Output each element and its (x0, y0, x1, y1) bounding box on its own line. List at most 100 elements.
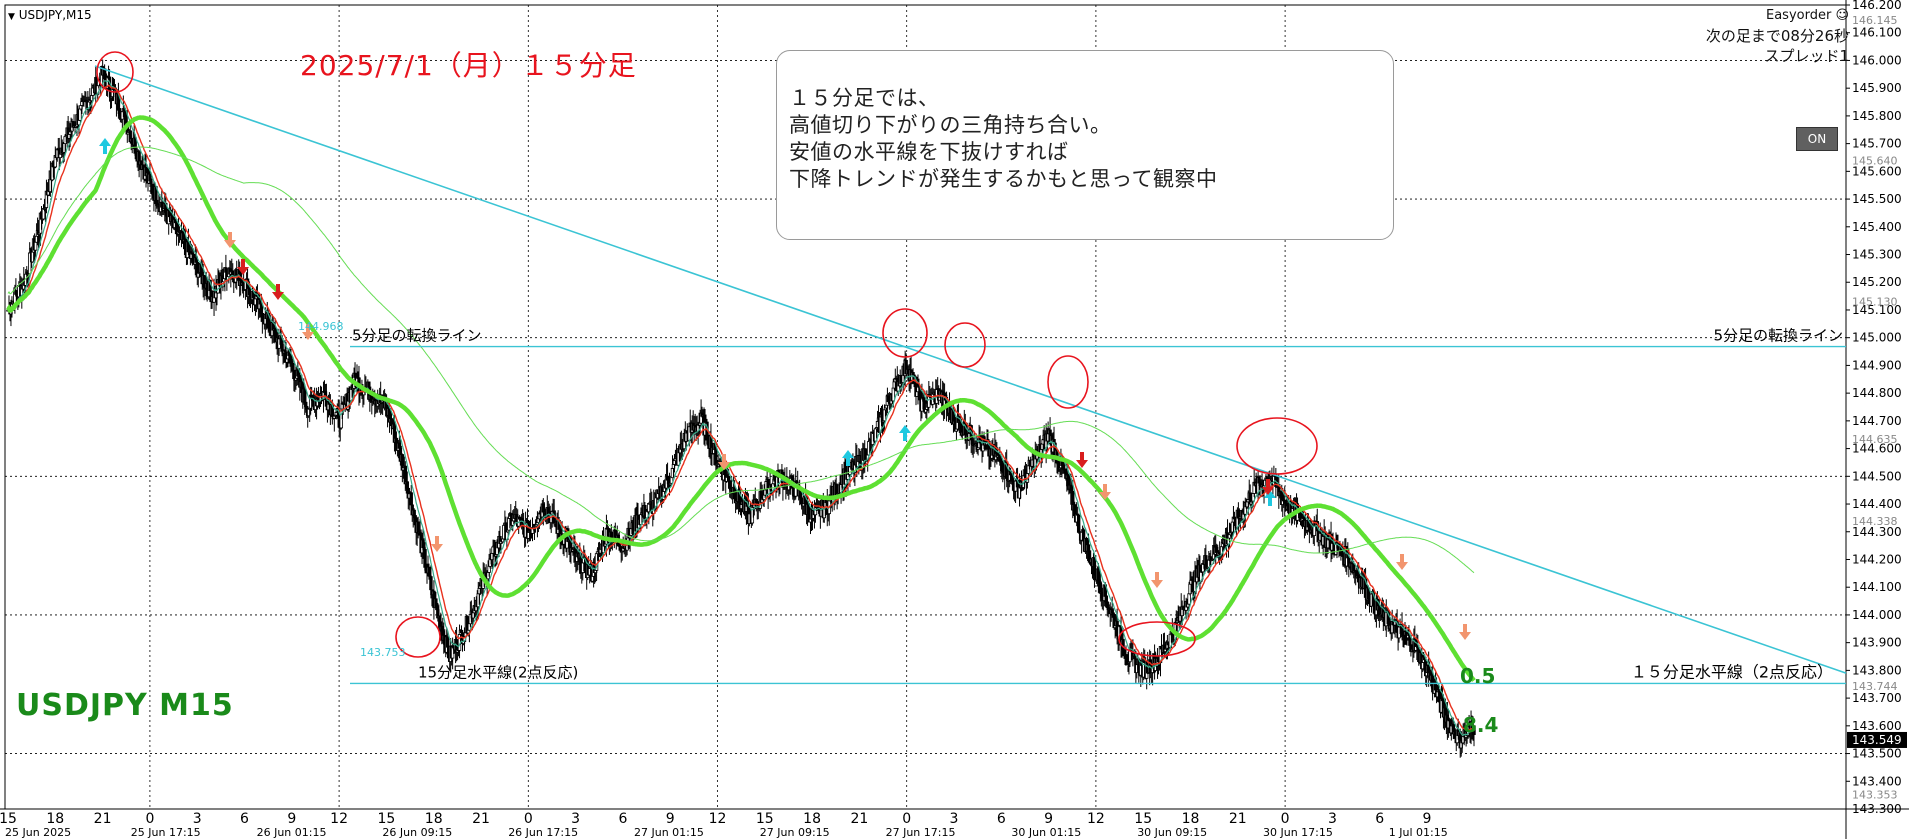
hline-label-left: 5分足の転換ライン (352, 327, 482, 345)
arrow-down-icon (302, 324, 314, 340)
note-line-1: １５分足では、 (789, 86, 940, 110)
time-hour-label: 18 (803, 811, 821, 827)
price-extra-label: 143.744 (1852, 680, 1898, 693)
candle-body (33, 241, 38, 251)
note-line-2: 高値切り下がりの三角持ち合い。 (789, 113, 1112, 137)
candle-body (394, 437, 399, 444)
time-date-label: 26 Jun 01:15 (257, 826, 327, 839)
bar-timer: 次の足まで08分26秒 (1705, 27, 1849, 45)
price-extra-label: 145.640 (1852, 154, 1898, 167)
time-date-label: 30 Jun 17:15 (1263, 826, 1333, 839)
candle-body (423, 548, 427, 568)
time-hour-label: 15 (756, 811, 774, 827)
price-tick-label: 145.700 (1852, 137, 1902, 151)
annotation-circle (1118, 621, 1196, 657)
time-hour-label: 6 (997, 811, 1006, 827)
time-date-label: 27 Jun 01:15 (634, 826, 704, 839)
easyorder-title: Easyorder (1765, 8, 1832, 23)
time-hour-label: 9 (666, 811, 675, 827)
level-label-84: 8.4 (1463, 713, 1498, 737)
time-hour-label: 15 (1134, 811, 1152, 827)
time-hour-label: 0 (524, 811, 533, 827)
time-hour-label: 0 (145, 811, 154, 827)
arrow-down-icon (1099, 484, 1111, 500)
price-tick-label: 145.200 (1852, 275, 1902, 289)
candle-body (303, 388, 307, 403)
price-tick-label: 143.800 (1852, 663, 1902, 677)
ema-teal-line (7, 79, 1475, 736)
easyorder-panel: Easyorder ☺ 次の足まで08分26秒 スプレッド1 (1706, 6, 1849, 66)
price-extra-label: 144.635 (1852, 433, 1898, 446)
time-hour-label: 12 (330, 811, 348, 827)
time-hour-label: 9 (1044, 811, 1053, 827)
arrow-down-icon (1262, 479, 1274, 495)
time-hour-label: 15 (377, 811, 395, 827)
time-date-label: 26 Jun 09:15 (382, 826, 452, 839)
price-tick-label: 145.800 (1852, 109, 1902, 123)
arrow-up-icon (1264, 490, 1276, 506)
time-date-label: 27 Jun 09:15 (760, 826, 830, 839)
arrow-down-icon (272, 284, 284, 300)
price-extra-label: 143.353 (1852, 788, 1898, 801)
price-tick-label: 145.600 (1852, 164, 1902, 178)
time-hour-label: 6 (1375, 811, 1384, 827)
candle-body (133, 137, 137, 154)
price-tick-label: 143.900 (1852, 636, 1902, 650)
price-tick-label: 143.300 (1852, 802, 1902, 816)
price-tick-label: 143.600 (1852, 719, 1902, 733)
small-price-label-low: 143.753 (360, 646, 406, 659)
annotation-circle (96, 51, 134, 93)
symbol-header: ▼ USDJPY,M15 (8, 8, 92, 22)
ma-green-thin-line (7, 146, 1475, 574)
annotation-circle (1236, 417, 1318, 475)
small-price-label-top: 144.968 (298, 320, 344, 333)
price-tick-label: 143.700 (1852, 691, 1902, 705)
price-tick-label: 145.300 (1852, 248, 1902, 262)
arrow-down-icon (431, 536, 443, 552)
time-hour-label: 21 (94, 811, 112, 827)
symbol-watermark: USDJPY M15 (16, 688, 234, 723)
note-line-4: 下降トレンドが発生するかもと思って観察中 (789, 167, 1218, 191)
candle-body (434, 598, 438, 607)
price-tick-label: 143.400 (1852, 774, 1902, 788)
candle-body (1105, 601, 1109, 608)
arrow-down-icon (1396, 554, 1408, 570)
collapse-triangle-icon[interactable]: ▼ (8, 12, 15, 22)
price-extra-label: 146.145 (1852, 14, 1898, 27)
time-date-label: 30 Jun 01:15 (1011, 826, 1081, 839)
candle-body (224, 267, 228, 273)
time-hour-label: 0 (902, 811, 911, 827)
price-tick-label: 144.400 (1852, 497, 1902, 511)
annotation-circle (395, 616, 441, 658)
note-line-3: 安値の水平線を下抜けすれば (789, 140, 1069, 164)
price-tick-label: 145.000 (1852, 331, 1902, 345)
note-box: １５分足では、 高値切り下がりの三角持ち合い。 安値の水平線を下抜けすれば 下降… (776, 50, 1394, 240)
time-hour-label: 18 (425, 811, 443, 827)
time-date-label: 27 Jun 17:15 (886, 826, 956, 839)
trendline-descending (94, 65, 1847, 674)
time-date-label: 1 Jul 01:15 (1389, 826, 1448, 839)
time-hour-label: 12 (1087, 811, 1105, 827)
price-tick-label: 143.500 (1852, 747, 1902, 761)
time-hour-label: 18 (1182, 811, 1200, 827)
price-tick-label: 144.100 (1852, 580, 1902, 594)
price-axis: 146.200 146.100 146.000 145.900 145.800 145.7… (1846, 0, 1907, 816)
on-button[interactable]: ON (1796, 127, 1838, 151)
annotation-circle (1047, 355, 1089, 409)
hline2-label-left: 15分足水平線(2点反応) (418, 663, 578, 681)
price-tick-label: 145.500 (1852, 192, 1902, 206)
hline2-label-right: １５分足水平線（2点反応） (1631, 662, 1833, 681)
ema-red-line (7, 84, 1475, 731)
candle-body (117, 108, 122, 115)
price-tick-label: 146.000 (1852, 53, 1902, 67)
time-date-label: 30 Jun 09:15 (1137, 826, 1207, 839)
price-tick-label: 144.200 (1852, 552, 1902, 566)
hline-label-right: 5分足の転換ライン (1713, 327, 1843, 345)
candle-body (1096, 568, 1101, 581)
time-hour-label: 3 (950, 811, 959, 827)
time-hour-label: 21 (850, 811, 868, 827)
time-hour-label: 21 (1229, 811, 1247, 827)
chart-annotation-title: 2025/7/1（月）１５分足 (300, 49, 637, 82)
price-tick-label: 144.800 (1852, 386, 1902, 400)
